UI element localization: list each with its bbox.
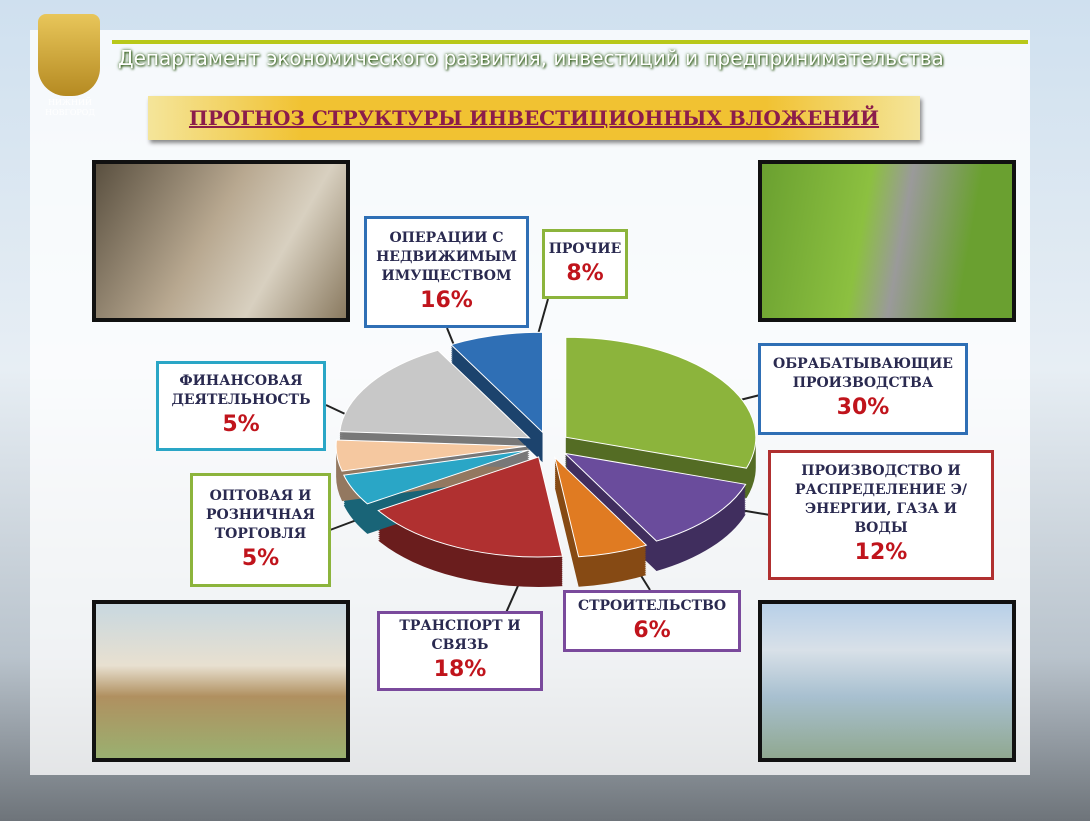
photo [758,160,1016,322]
slice [450,331,544,434]
photo [92,160,350,322]
department-title: Департамент экономического развития, инв… [118,46,944,70]
slice-label: ПРОЧИЕ [548,240,622,257]
header-line [112,40,1028,44]
slice-label-box: ТРАНСПОРТ И СВЯЗЬ 18% [377,611,543,691]
logo [38,14,100,96]
slice-label: ПРОИЗВОДСТВО И РАСПРЕДЕЛЕНИЕ Э/ЭНЕРГИИ, … [795,463,967,536]
value-label: 12% [854,540,908,565]
slice-label: ОПТОВАЯ И РОЗНИЧНАЯ ТОРГОВЛЯ [205,487,316,542]
value-label: 8% [566,260,604,286]
slice [553,456,648,558]
slice [343,449,528,505]
slice [563,452,747,542]
slice-label: ФИНАНСОВАЯ ДЕЯТЕЛЬНОСТЬ [171,373,311,408]
slice-label: СТРОИТЕЛЬСТВО [577,597,727,614]
slice-label: ТРАНСПОРТ И СВЯЗЬ [399,618,521,653]
slice-label-box: СТРОИТЕЛЬСТВО 6% [563,590,741,652]
slice [565,336,757,469]
slice-label-box: ОПЕРАЦИИ С НЕДВИЖИМЫМ ИМУЩЕСТВОМ 16% [364,216,529,328]
slice [335,439,527,472]
value-label: 16% [420,287,473,313]
slice [377,456,564,558]
city-label: НИЖНИЙ НОВГОРОД [45,98,95,117]
photo [92,600,350,762]
value-label: 18% [433,657,487,682]
slice [339,349,531,439]
value-label: 5% [241,545,280,571]
photo [758,600,1016,762]
chart-title: ПРОГНОЗ СТРУКТУРЫ ИНВЕСТИЦИОННЫХ ВЛОЖЕНИ… [148,96,920,140]
slice-label-box: ПРОЧИЕ 8% [542,229,628,299]
slice-label-box: ОБРАБАТЫВАЮЩИЕ ПРОИЗВОДСТВА 30% [758,343,968,435]
slice-label: ОПЕРАЦИИ С НЕДВИЖИМЫМ ИМУЩЕСТВОМ [376,229,517,284]
slice-label-box: ОПТОВАЯ И РОЗНИЧНАЯ ТОРГОВЛЯ 5% [190,473,331,587]
slice-label-box: ПРОИЗВОДСТВО И РАСПРЕДЕЛЕНИЕ Э/ЭНЕРГИИ, … [768,450,994,580]
value-label: 6% [633,617,671,643]
slice-label-box: ФИНАНСОВАЯ ДЕЯТЕЛЬНОСТЬ 5% [156,361,326,451]
slice-label: ОБРАБАТЫВАЮЩИЕ ПРОИЗВОДСТВА [773,356,953,391]
value-label: 30% [836,395,890,420]
value-label: 5% [222,412,260,437]
